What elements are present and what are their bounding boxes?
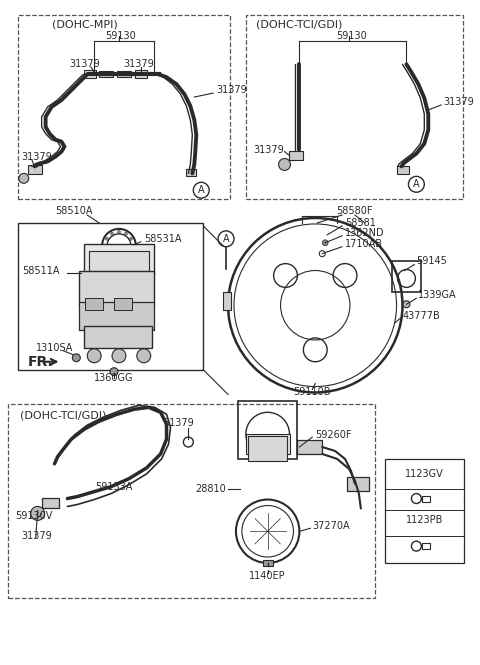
Bar [422,543,430,549]
Circle shape [137,349,151,362]
Text: 1360GG: 1360GG [94,372,134,382]
Text: 1123GV: 1123GV [405,469,444,479]
Bar [186,170,196,176]
Text: 1339GA: 1339GA [419,291,457,301]
Text: 31379: 31379 [123,59,154,69]
Circle shape [106,237,108,240]
Text: 1710AB: 1710AB [345,239,383,249]
Bar [114,299,132,310]
Bar [135,70,147,78]
Circle shape [72,354,80,362]
Circle shape [104,244,107,247]
Circle shape [130,237,132,240]
Bar [42,497,60,509]
Text: 59133A: 59133A [96,481,132,491]
Text: 59110B: 59110B [294,388,331,398]
Bar [248,436,288,461]
Bar [238,402,298,459]
Circle shape [118,258,120,261]
Bar [89,251,149,271]
Text: 31379: 31379 [22,152,53,162]
Text: (DOHC-TCI/GDI): (DOHC-TCI/GDI) [20,410,106,420]
Text: 1140EP: 1140EP [249,571,286,581]
Bar [422,495,430,501]
Text: 1310SA: 1310SA [36,343,73,353]
Circle shape [322,240,328,246]
Bar [84,244,154,275]
Circle shape [110,368,118,376]
Text: 59130V: 59130V [15,511,52,521]
Text: A: A [198,186,204,196]
Text: FR.: FR. [28,354,53,369]
Text: 59260F: 59260F [315,430,352,440]
Circle shape [31,507,45,521]
Circle shape [106,251,108,254]
Bar [289,150,303,160]
Circle shape [118,230,120,233]
Bar [99,71,113,77]
Bar [396,166,409,174]
Circle shape [130,251,132,254]
Text: A: A [413,180,420,190]
Text: 58531A: 58531A [144,234,181,244]
Circle shape [319,251,325,257]
Circle shape [403,301,410,308]
Text: 28810: 28810 [195,483,226,493]
Text: 31379: 31379 [22,531,53,541]
Text: 31379: 31379 [443,97,474,107]
Text: 58580F: 58580F [336,206,373,216]
Text: 31379: 31379 [163,418,194,428]
Circle shape [110,232,113,235]
Bar [18,15,230,199]
Circle shape [19,174,29,184]
Circle shape [110,256,113,259]
Bar [392,261,421,293]
Circle shape [278,158,290,170]
Text: (DOHC-TCI/GDI): (DOHC-TCI/GDI) [256,20,342,30]
Bar [298,440,322,454]
Circle shape [124,232,127,235]
Circle shape [112,349,126,362]
Bar [79,303,154,330]
Text: 58511A: 58511A [22,265,60,275]
Bar [84,326,152,348]
Bar [18,223,203,370]
Text: 31379: 31379 [254,144,285,154]
Bar [347,477,369,491]
Bar [85,299,103,310]
Text: 31379: 31379 [216,85,247,95]
Text: (DOHC-MPI): (DOHC-MPI) [51,20,117,30]
Text: 58510A: 58510A [56,206,93,216]
Bar [246,15,463,199]
Text: 37270A: 37270A [312,521,350,531]
Text: 31379: 31379 [69,59,100,69]
Bar [8,404,375,598]
Bar [263,560,273,566]
Bar [223,293,231,310]
Text: A: A [223,234,229,244]
Text: 59130: 59130 [336,31,367,41]
Text: 58581: 58581 [345,218,376,228]
Bar [246,434,290,454]
Bar [84,70,96,78]
Text: 1362ND: 1362ND [345,228,384,238]
Text: 1123PB: 1123PB [406,515,443,525]
Circle shape [132,244,134,247]
Bar [79,271,154,305]
Bar [28,166,42,174]
Circle shape [124,256,127,259]
Bar [384,459,464,563]
Text: 59130: 59130 [106,31,136,41]
Circle shape [87,349,101,362]
Bar [117,71,131,77]
Text: 59145: 59145 [416,255,447,265]
Text: 43777B: 43777B [403,311,440,321]
